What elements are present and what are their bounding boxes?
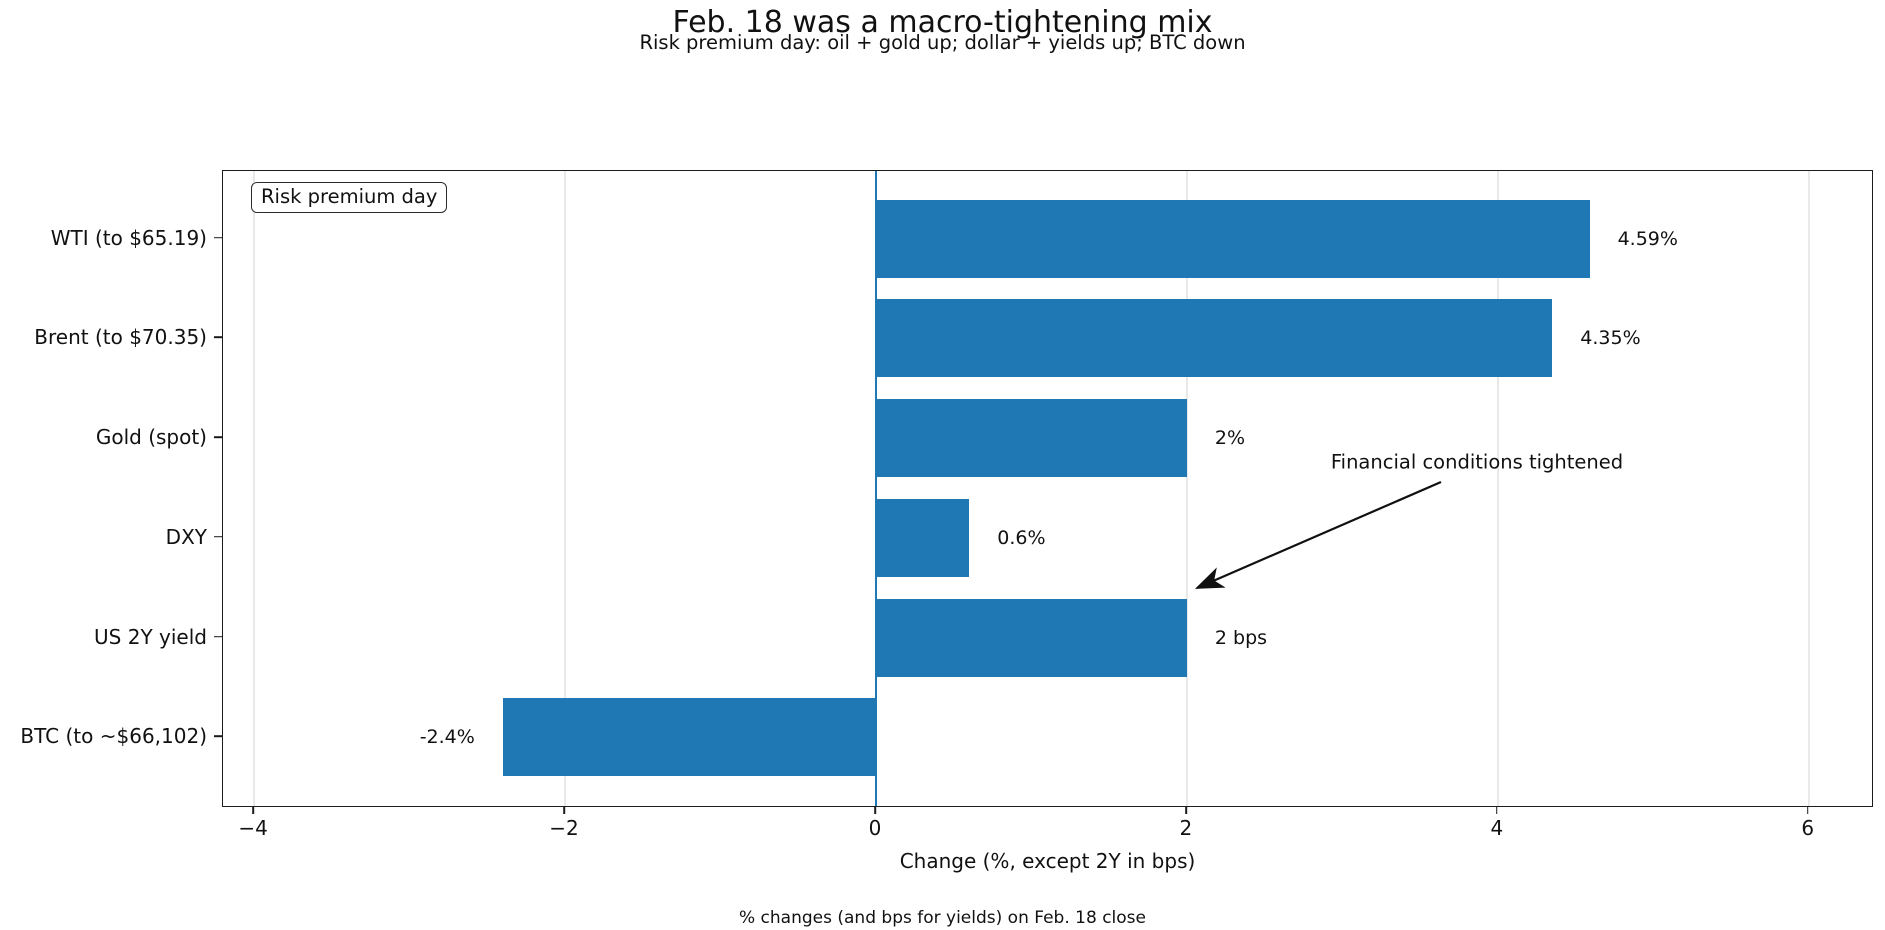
y-axis-label: BTC (to ~$66,102) bbox=[20, 724, 207, 749]
legend-label: Risk premium day bbox=[261, 185, 438, 208]
x-axis-title: Change (%, except 2Y in bps) bbox=[899, 849, 1196, 873]
x-tick-mark bbox=[1185, 807, 1187, 814]
bar bbox=[875, 498, 970, 577]
gridline bbox=[253, 171, 255, 806]
bar bbox=[875, 399, 1187, 478]
legend-box: Risk premium day bbox=[251, 182, 448, 213]
gridline bbox=[1186, 171, 1188, 806]
y-tick-mark bbox=[214, 536, 222, 538]
x-tick-mark bbox=[874, 807, 876, 814]
x-tick-label: 0 bbox=[868, 816, 882, 840]
x-tick-label: 2 bbox=[1179, 816, 1193, 840]
x-tick-label: 6 bbox=[1801, 816, 1815, 840]
y-axis-label: WTI (to $65.19) bbox=[50, 225, 207, 250]
bar bbox=[502, 698, 876, 777]
bar-value-label: 2 bps bbox=[1214, 626, 1268, 649]
x-tick-mark bbox=[252, 807, 254, 814]
x-tick-mark bbox=[1807, 807, 1809, 814]
bar bbox=[875, 199, 1590, 278]
gridline bbox=[1808, 171, 1810, 806]
y-axis-label: Brent (to $70.35) bbox=[34, 325, 207, 350]
y-axis-label: Gold (spot) bbox=[95, 425, 207, 450]
y-tick-mark bbox=[214, 735, 222, 738]
zero-baseline bbox=[874, 171, 878, 806]
bar-value-label: 0.6% bbox=[997, 526, 1046, 549]
bar bbox=[875, 598, 1187, 677]
bar-value-label: 2% bbox=[1214, 427, 1246, 450]
bar-value-label: 4.59% bbox=[1617, 227, 1678, 250]
bar-value-label: 4.35% bbox=[1580, 327, 1641, 350]
gridline bbox=[1497, 171, 1499, 806]
y-axis-tick-marks bbox=[214, 170, 222, 807]
plot-area: 4.59% 4.35% 2% 0.6% 2 bps -2.4% Financial con… bbox=[222, 170, 1873, 807]
x-tick-label: −2 bbox=[549, 816, 579, 840]
x-tick-mark bbox=[1496, 807, 1498, 814]
x-tick-mark bbox=[563, 807, 565, 814]
bar-value-label: -2.4% bbox=[419, 726, 475, 749]
x-axis-ticks: −4 −2 0 2 4 6 bbox=[222, 807, 1873, 847]
y-tick-mark bbox=[214, 635, 222, 638]
y-tick-mark bbox=[214, 436, 222, 438]
y-axis-label: DXY bbox=[165, 524, 207, 549]
y-axis-labels: WTI (to $65.19) Brent (to $70.35) Gold (sp… bbox=[0, 170, 207, 807]
x-tick-label: −4 bbox=[238, 816, 268, 840]
chart-title: Feb. 18 was a macro-tightening mix bbox=[672, 5, 1213, 40]
chart-subtitle: Risk premium day: oil + gold up; dollar … bbox=[639, 31, 1246, 54]
x-tick-label: 4 bbox=[1490, 816, 1504, 840]
y-axis-label: US 2Y yield bbox=[94, 624, 207, 649]
annotation-label: Financial conditions tightened bbox=[1330, 450, 1624, 474]
y-tick-mark bbox=[214, 336, 222, 339]
bar bbox=[875, 299, 1553, 378]
gridline bbox=[564, 171, 566, 806]
y-tick-mark bbox=[214, 236, 222, 239]
figure-caption: % changes (and bps for yields) on Feb. 1… bbox=[739, 908, 1146, 928]
